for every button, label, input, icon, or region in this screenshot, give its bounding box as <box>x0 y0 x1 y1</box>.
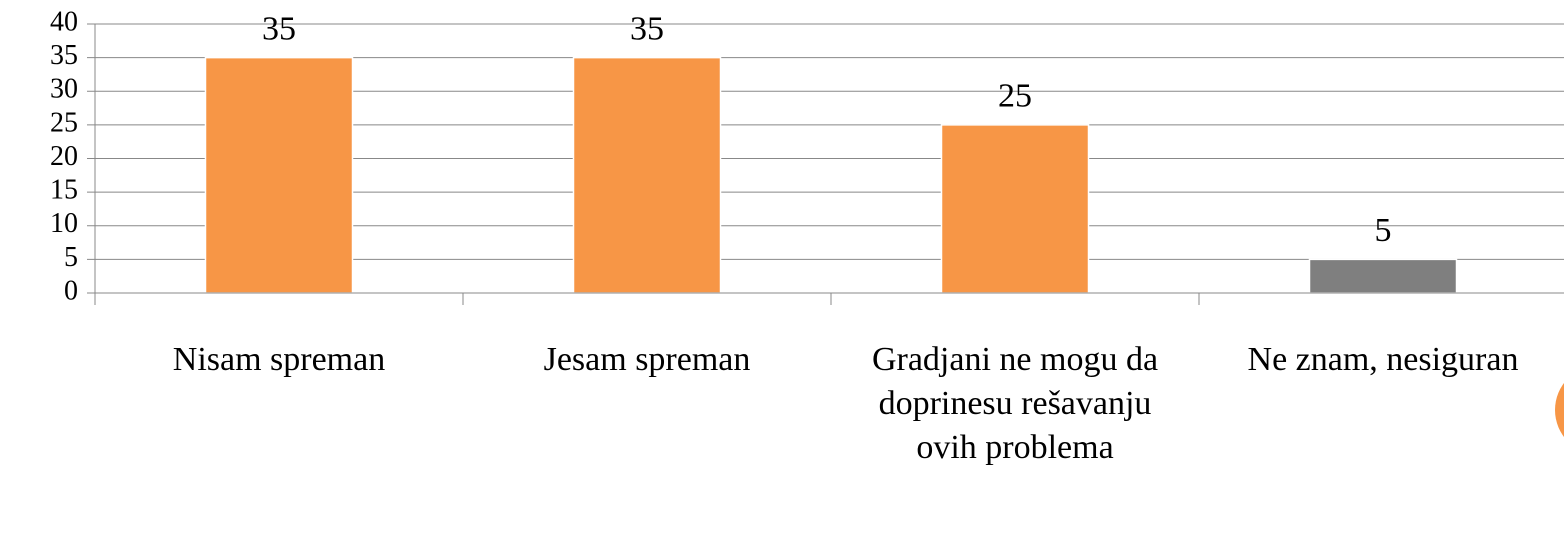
x-tick-label: Gradjani ne mogu da doprinesu rešavanju … <box>871 341 1159 466</box>
y-tick-label: 25 <box>50 107 78 138</box>
value-label: 25 <box>998 78 1032 115</box>
y-tick-label: 35 <box>50 40 78 71</box>
bar <box>940 124 1090 294</box>
y-tick-label: 5 <box>64 242 78 273</box>
x-tick-label: Jesam spreman <box>543 341 751 378</box>
y-tick-label: 15 <box>50 175 78 206</box>
y-tick-label: 10 <box>50 208 78 239</box>
y-tick-label: 30 <box>50 74 78 105</box>
decoration-circle <box>1555 383 1564 437</box>
bar <box>572 56 722 294</box>
y-tick-label: 20 <box>50 141 78 172</box>
y-tick-label: 40 <box>50 6 78 37</box>
y-tick-label: 0 <box>64 275 78 306</box>
value-label: 35 <box>262 10 296 47</box>
x-tick-label: Ne znam, nesiguran <box>1247 341 1519 378</box>
bar <box>204 56 354 294</box>
value-label: 5 <box>1375 212 1392 249</box>
bar <box>1308 258 1458 294</box>
value-label: 35 <box>630 10 664 47</box>
x-tick-label: Nisam spreman <box>172 341 386 378</box>
